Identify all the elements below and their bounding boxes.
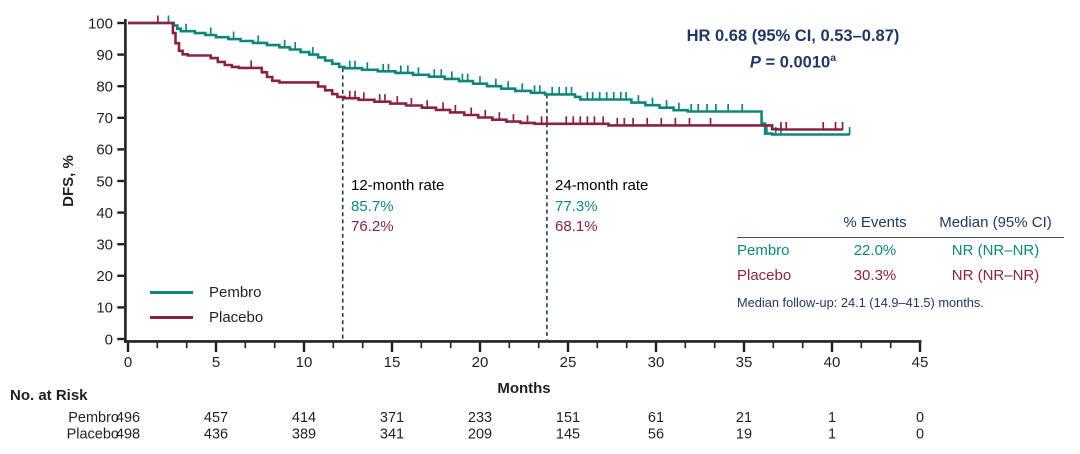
legend-item-placebo: Placebo [150,305,263,330]
risk-count: 0 [916,410,924,426]
risk-row-label: Pembro [68,410,119,426]
placebo-24mo-rate: 68.1% [555,218,598,235]
risk-count: 496 [116,410,140,426]
pembro-median-value: NR (NR–NR) [951,242,1040,259]
risk-row-label: Placebo [67,427,119,443]
risk-count: 56 [648,427,664,443]
p-value: = 0.0010 [760,53,831,71]
pembro-12mo-rate: 85.7% [351,197,394,215]
risk-count: 414 [292,410,316,426]
pembro-line-swatch [150,291,193,294]
landmark-label: 12-month rate [351,177,445,194]
x-axis-tick-label: 5 [212,354,220,371]
risk-count: 371 [380,410,404,426]
placebo-12mo-rate: 76.2% [351,218,394,235]
landmark-12mo-annotation: 12-month rate 85.7% 76.2% [351,176,444,238]
risk-count: 1 [828,410,836,426]
x-axis-tick-label: 25 [560,354,577,371]
summary-table-header: % Events Median (95% CI) [737,214,1064,238]
y-axis-tick-label: 10 [96,300,113,317]
placebo-median-value: NR (NR–NR) [951,266,1040,284]
risk-count: 151 [556,410,580,426]
risk-count: 233 [468,410,492,426]
events-column-header: % Events [843,214,907,231]
median-column-header: Median (95% CI) [939,214,1052,231]
risk-count: 21 [736,410,752,426]
risk-count: 145 [556,427,580,443]
row-label: Placebo [737,266,792,284]
y-axis-tick-label: 50 [96,173,113,190]
x-axis-tick-label: 40 [824,354,841,371]
y-axis-tick-label: 70 [96,110,113,127]
risk-count: 341 [380,427,404,443]
hr-line: HR 0.68 (95% CI, 0.53–0.87) [686,27,900,45]
km-curve-pembro [128,21,850,136]
risk-table-title: No. at Risk [10,387,88,404]
risk-count: 61 [648,410,664,426]
y-axis-tick-label: 80 [96,79,113,96]
placebo-events-value: 30.3% [853,266,897,284]
x-axis-tick-label: 15 [384,354,401,371]
risk-count: 1 [828,427,836,443]
pembro-24mo-rate: 77.3% [555,197,598,215]
landmark-24mo-annotation: 24-month rate 77.3% 68.1% [555,176,648,238]
y-axis-tick-label: 40 [96,205,113,222]
median-followup-footnote: Median follow-up: 24.1 (14.9–41.5) month… [737,295,984,310]
landmark-label: 24-month rate [555,177,649,194]
x-axis-tick-label: 45 [912,354,929,371]
risk-count: 209 [468,427,492,443]
legend-label: Pembro [209,284,262,301]
legend-label: Placebo [209,309,264,326]
pembro-events-value: 22.0% [853,242,897,259]
legend: Pembro Placebo [150,280,263,330]
y-axis-tick-label: 0 [105,331,113,348]
risk-count: 498 [116,427,140,443]
risk-count: 436 [204,427,228,443]
km-curve-placebo [128,21,843,131]
summary-row-pembro: Pembro 22.0% NR (NR–NR) [737,238,1064,263]
y-axis-tick-label: 90 [96,47,113,64]
p-label: P [749,53,761,71]
x-axis-tick-label: 20 [472,354,489,371]
p-value-line: P = 0.0010a [628,48,958,74]
x-axis-title: Months [497,380,550,397]
risk-count: 457 [204,410,228,426]
summary-row-placebo: Placebo 30.3% NR (NR–NR) [737,263,1064,288]
risk-count: 0 [916,427,924,443]
row-label: Pembro [737,242,790,259]
y-axis-tick-label: 30 [96,237,113,254]
y-axis-tick-label: 60 [96,142,113,159]
y-axis-tick-label: 100 [88,15,113,32]
y-axis-tick-label: 20 [96,268,113,285]
summary-table: % Events Median (95% CI) Pembro 22.0% NR… [737,214,1064,310]
x-axis-tick-label: 0 [124,354,132,371]
x-axis-tick-label: 35 [736,354,753,371]
x-axis-tick-label: 30 [648,354,665,371]
legend-item-pembro: Pembro [150,280,263,305]
x-axis-tick-label: 10 [296,354,313,371]
hr-annotation: HR 0.68 (95% CI, 0.53–0.87) P = 0.0010a [628,26,958,74]
y-axis-title: DFS, % [60,155,77,207]
risk-count: 389 [292,427,316,443]
risk-count: 19 [736,427,752,443]
placebo-line-swatch [150,316,193,319]
p-superscript: a [830,51,837,64]
